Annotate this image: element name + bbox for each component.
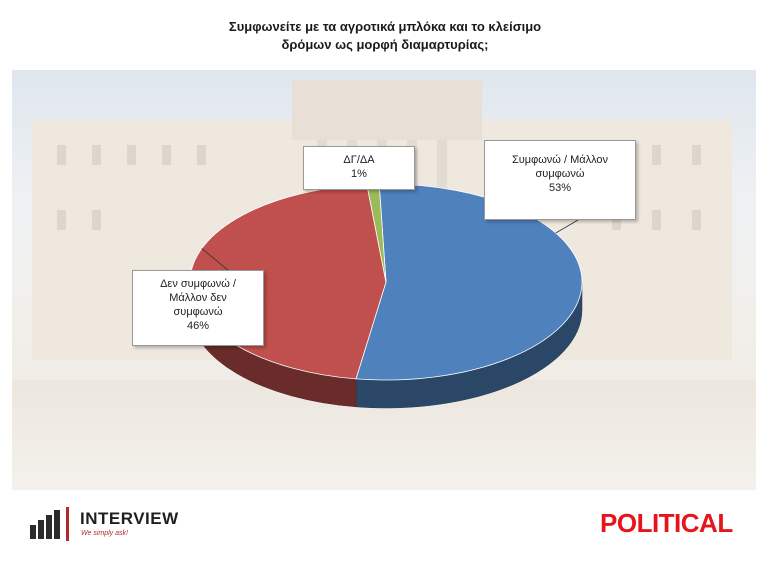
chart-title-line-2: δρόμων ως μορφή διαμαρτυρίας;: [281, 37, 489, 52]
interview-logo-tagline: We simply ask!: [81, 530, 128, 537]
data-label-disagree-line-1: Δεν συμφωνώ /: [160, 278, 236, 290]
political-logo: POLITICAL: [600, 508, 733, 538]
pie-slice-agree-leader-line: [555, 219, 579, 234]
chart-title: Συμφωνείτε με τα αγροτικά μπλόκα και το …: [150, 18, 620, 54]
data-label-agree: Συμφωνώ / Μάλλον συμφωνώ 53%: [484, 140, 636, 220]
data-label-dk-na-value: 1%: [351, 168, 367, 180]
data-label-disagree-line-2: Μάλλον δεν: [169, 292, 227, 304]
interview-logo-bars-icon: [30, 507, 69, 541]
data-label-agree-value: 53%: [548, 182, 572, 194]
chart-title-line-1: Συμφωνείτε με τα αγροτικά μπλόκα και το …: [228, 19, 542, 34]
data-label-agree-line-1: Συμφωνώ / Μάλλον: [511, 154, 609, 166]
data-label-disagree-line-3: συμφωνώ: [173, 306, 223, 318]
data-label-dk-na: ΔΓ/ΔΑ 1%: [303, 146, 415, 190]
data-label-agree-line-2: συμφωνώ: [535, 168, 585, 180]
interview-logo: INTERVIEW We simply ask!: [28, 505, 218, 545]
interview-logo-text: INTERVIEW: [80, 509, 179, 528]
data-label-disagree-value: 46%: [186, 320, 210, 332]
data-label-disagree: Δεν συμφωνώ / Μάλλον δεν συμφωνώ 46%: [132, 270, 264, 346]
data-label-dk-na-line-1: ΔΓ/ΔΑ: [343, 154, 375, 166]
pie-slice-agree: [355, 183, 583, 381]
